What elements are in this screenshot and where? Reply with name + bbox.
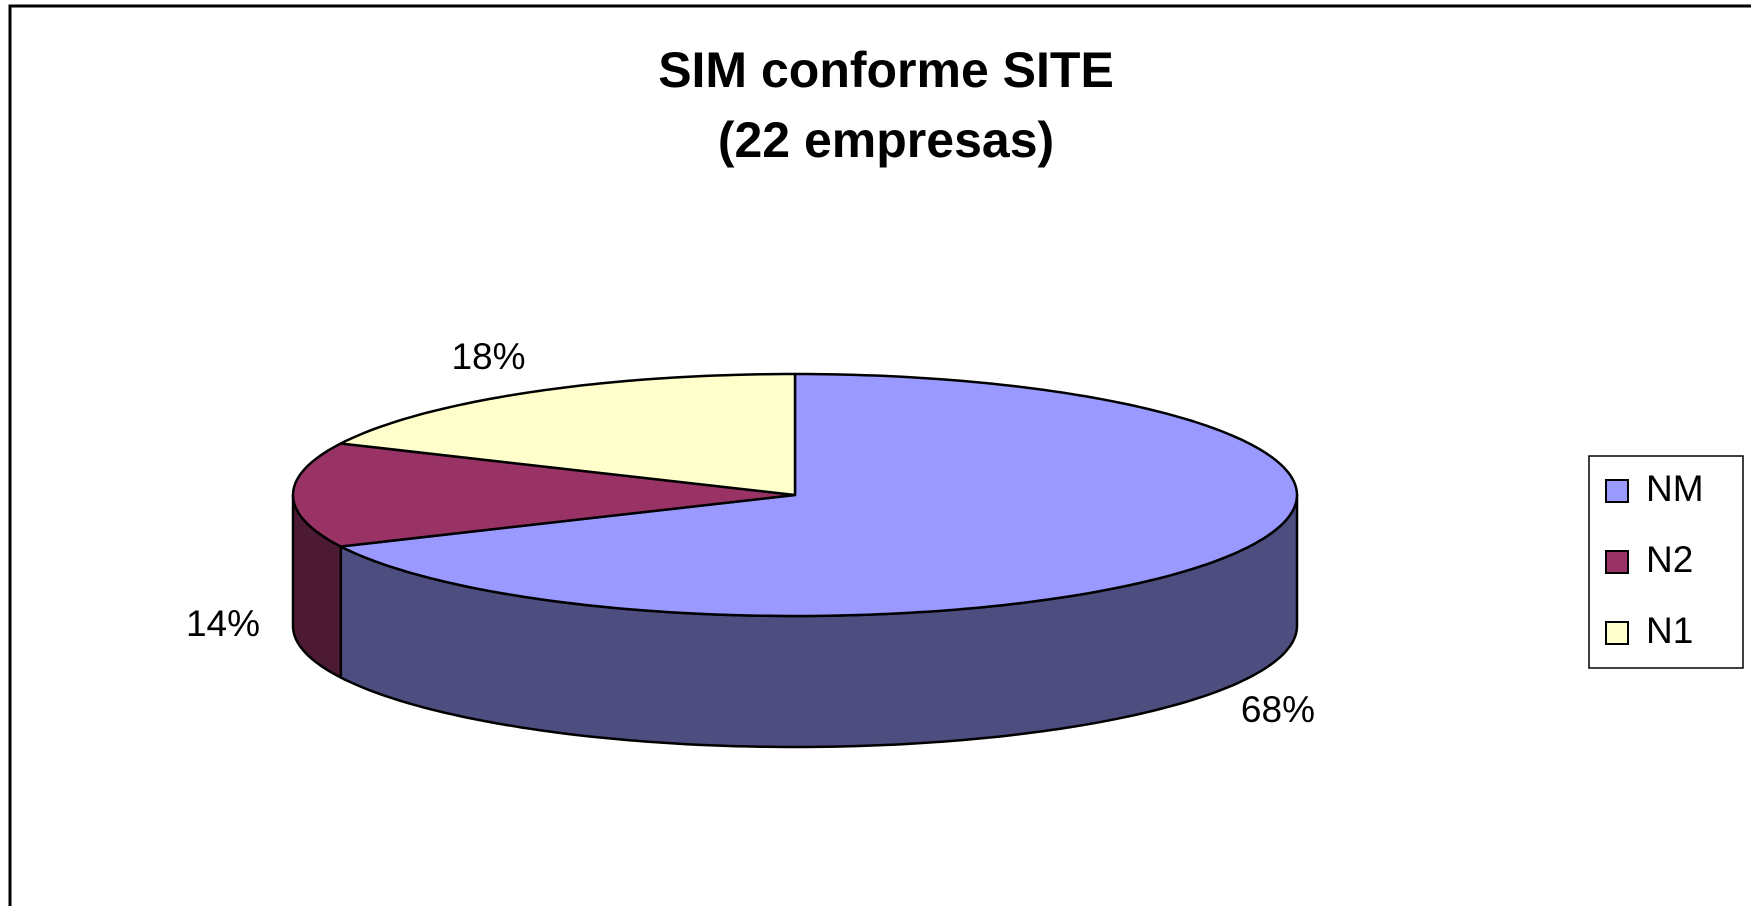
pie-slice [339,372,797,497]
chart-title: SIM conforme SITE [658,42,1114,98]
pie-slice [291,442,797,548]
legend-label: NM [1646,468,1704,509]
legend-swatch [1605,479,1629,503]
data-label: 68% [1241,689,1315,730]
data-label: 18% [451,336,525,377]
legend-label: N2 [1646,539,1693,580]
pie-slice [339,372,1299,618]
data-label: 14% [186,603,260,644]
legend-swatch [1605,621,1629,645]
pie-tops [291,372,1299,618]
legend-label: N1 [1646,610,1693,651]
chart-subtitle: (22 empresas) [718,112,1054,168]
legend-swatch [1605,550,1629,574]
